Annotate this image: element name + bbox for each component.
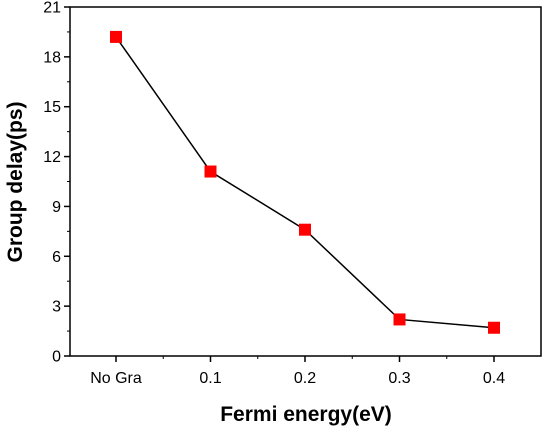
data-points bbox=[110, 30, 500, 334]
x-tick-label: 0.1 bbox=[199, 370, 221, 387]
x-axis-title: Fermi energy(eV) bbox=[220, 403, 392, 426]
data-point bbox=[204, 165, 217, 178]
data-point bbox=[110, 30, 122, 43]
y-tick-label: 15 bbox=[43, 99, 61, 116]
x-tick-label: 0.3 bbox=[388, 370, 410, 387]
y-tick-label: 18 bbox=[43, 49, 61, 66]
data-point bbox=[299, 223, 311, 236]
y-tick-label: 9 bbox=[52, 199, 61, 216]
x-tick-label: 0.4 bbox=[483, 370, 505, 387]
series-line bbox=[115, 36, 495, 329]
x-tick-label: 0.2 bbox=[294, 370, 316, 387]
y-tick-label: 21 bbox=[43, 0, 61, 17]
y-tick-label: 12 bbox=[43, 149, 61, 166]
x-axis-ticks: No Gra 0.1 0.2 0.3 0.4 bbox=[90, 356, 505, 387]
x-tick-label: No Gra bbox=[90, 370, 142, 387]
y-axis-title: Group delay(ps) bbox=[4, 101, 27, 262]
y-tick-label: 3 bbox=[52, 299, 61, 316]
data-point bbox=[488, 321, 500, 334]
y-tick-label: 0 bbox=[52, 349, 61, 366]
data-point bbox=[393, 313, 406, 326]
y-axis-ticks: 0 3 6 9 12 15 18 21 bbox=[43, 0, 70, 366]
y-tick-label: 6 bbox=[52, 249, 61, 266]
plot-frame bbox=[69, 6, 542, 357]
